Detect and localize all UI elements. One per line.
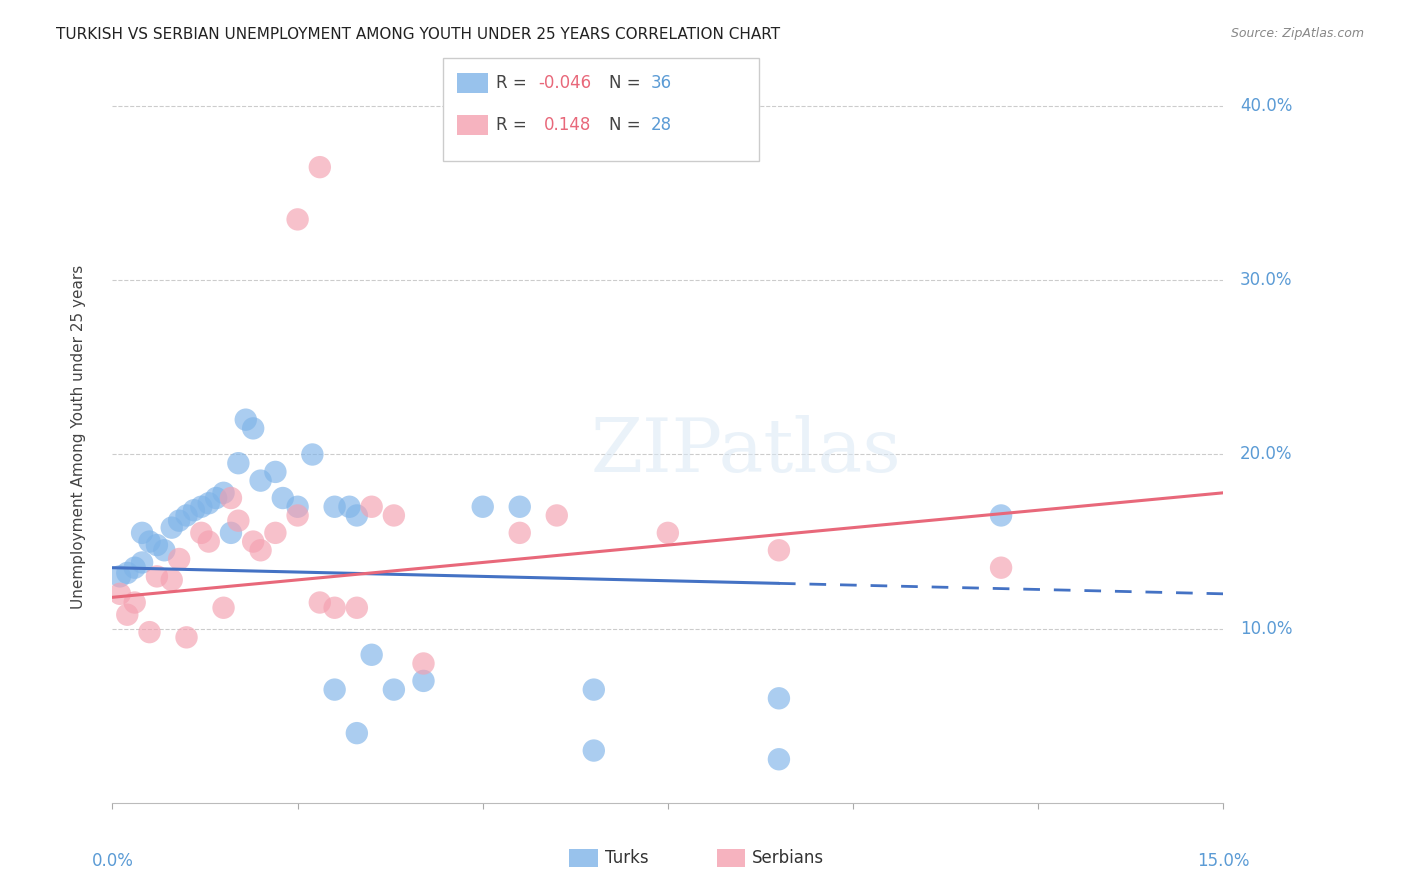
Point xyxy=(205,491,228,505)
Text: 0.0%: 0.0% xyxy=(91,852,134,870)
Point xyxy=(264,525,287,540)
Point xyxy=(197,496,219,510)
Point xyxy=(990,508,1012,523)
Point xyxy=(264,465,287,479)
Point xyxy=(160,521,183,535)
Point xyxy=(212,600,235,615)
Point xyxy=(117,566,139,580)
Point xyxy=(167,514,190,528)
Point xyxy=(108,587,131,601)
Point xyxy=(124,560,146,574)
Point xyxy=(138,534,160,549)
Point xyxy=(346,726,368,740)
Point xyxy=(287,508,309,523)
Point xyxy=(190,500,212,514)
Point xyxy=(346,508,368,523)
Text: Turks: Turks xyxy=(605,849,648,867)
Point xyxy=(176,508,198,523)
Point xyxy=(219,525,242,540)
Point xyxy=(509,525,531,540)
Point xyxy=(117,607,139,622)
Point xyxy=(360,500,382,514)
Point xyxy=(360,648,382,662)
Point xyxy=(412,657,434,671)
Point xyxy=(228,514,250,528)
Point xyxy=(242,421,264,435)
Text: 20.0%: 20.0% xyxy=(1240,445,1292,464)
Point xyxy=(768,752,790,766)
Text: 40.0%: 40.0% xyxy=(1240,97,1292,115)
Point xyxy=(146,538,169,552)
Point xyxy=(131,525,153,540)
Point xyxy=(249,474,271,488)
Point xyxy=(124,595,146,609)
Point xyxy=(271,491,294,505)
Point xyxy=(323,500,346,514)
Text: 15.0%: 15.0% xyxy=(1197,852,1250,870)
Point xyxy=(190,525,212,540)
Text: N =: N = xyxy=(609,116,645,134)
Point xyxy=(308,595,330,609)
Point xyxy=(287,500,309,514)
Point xyxy=(197,534,219,549)
Point xyxy=(346,600,368,615)
Text: ZIPatlas: ZIPatlas xyxy=(591,415,901,488)
Point xyxy=(657,525,679,540)
Point xyxy=(323,600,346,615)
Point xyxy=(582,682,605,697)
Text: Serbians: Serbians xyxy=(752,849,824,867)
Point xyxy=(308,160,330,174)
Point xyxy=(990,560,1012,574)
Point xyxy=(768,691,790,706)
Point xyxy=(160,573,183,587)
Point xyxy=(509,500,531,514)
Text: 30.0%: 30.0% xyxy=(1240,271,1292,289)
Point xyxy=(131,556,153,570)
Point xyxy=(212,485,235,500)
Point xyxy=(301,448,323,462)
Text: 0.148: 0.148 xyxy=(544,116,592,134)
Point xyxy=(242,534,264,549)
Point xyxy=(228,456,250,470)
Text: R =: R = xyxy=(496,116,533,134)
Point xyxy=(582,743,605,757)
Point xyxy=(138,625,160,640)
Point xyxy=(167,552,190,566)
Text: R =: R = xyxy=(496,74,533,92)
Point xyxy=(219,491,242,505)
Point xyxy=(412,673,434,688)
Point xyxy=(249,543,271,558)
Point xyxy=(382,682,405,697)
Point xyxy=(153,543,176,558)
Point xyxy=(471,500,494,514)
Point xyxy=(176,631,198,645)
Text: Source: ZipAtlas.com: Source: ZipAtlas.com xyxy=(1230,27,1364,40)
Point xyxy=(287,212,309,227)
Text: N =: N = xyxy=(609,74,645,92)
Point xyxy=(235,412,257,426)
Point xyxy=(323,682,346,697)
Point xyxy=(146,569,169,583)
Point xyxy=(768,543,790,558)
Point xyxy=(339,500,361,514)
Point xyxy=(183,503,205,517)
Y-axis label: Unemployment Among Youth under 25 years: Unemployment Among Youth under 25 years xyxy=(72,265,86,609)
Point xyxy=(382,508,405,523)
Text: 36: 36 xyxy=(651,74,672,92)
Text: 10.0%: 10.0% xyxy=(1240,620,1292,638)
Point xyxy=(108,569,131,583)
Text: 28: 28 xyxy=(651,116,672,134)
Text: TURKISH VS SERBIAN UNEMPLOYMENT AMONG YOUTH UNDER 25 YEARS CORRELATION CHART: TURKISH VS SERBIAN UNEMPLOYMENT AMONG YO… xyxy=(56,27,780,42)
Text: -0.046: -0.046 xyxy=(538,74,592,92)
Point xyxy=(546,508,568,523)
